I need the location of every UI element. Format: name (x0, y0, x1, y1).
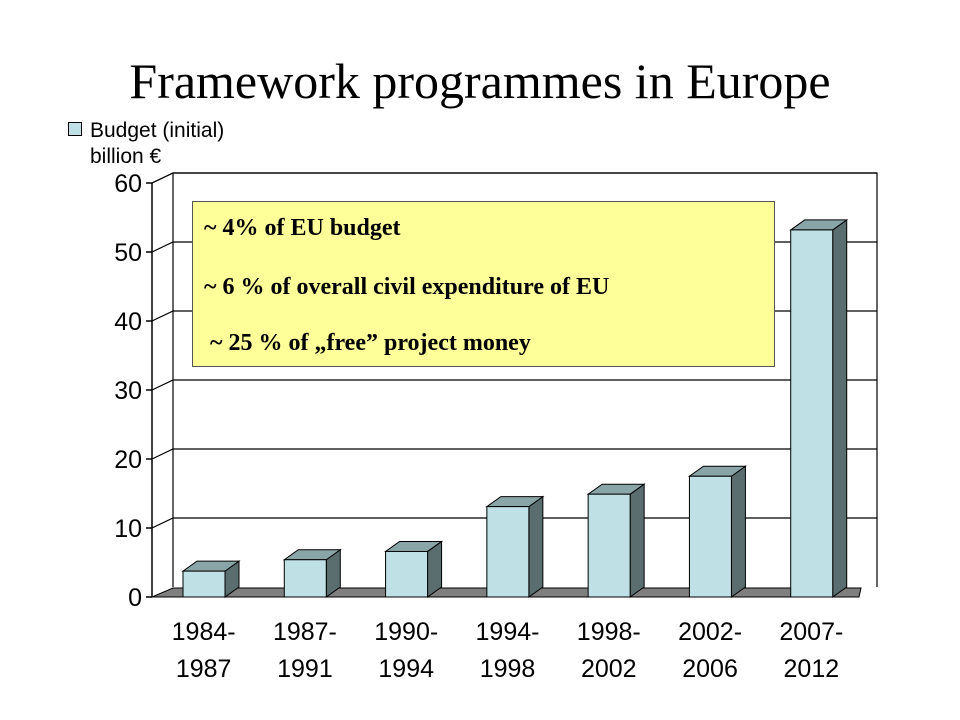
bar-side (832, 218, 848, 598)
y-tick-label: 60 (114, 170, 142, 198)
y-tick-label: 40 (114, 308, 142, 336)
bar-side (730, 465, 746, 598)
bar-side (528, 495, 544, 598)
x-tick-label: 2007- (779, 618, 843, 646)
callout-line-eu-budget: ~ 4% of EU budget (204, 215, 401, 241)
x-tick-label: 1998- (577, 618, 641, 646)
x-tick-label: 2002 (581, 655, 637, 683)
bar-side (629, 483, 645, 598)
bar-2 (384, 540, 444, 598)
y-tick-label: 50 (114, 239, 142, 267)
bar-face (283, 559, 327, 598)
bar-0 (181, 560, 241, 598)
bar-3 (485, 495, 545, 598)
x-tick-label: 1994 (378, 655, 434, 683)
y-tick-label: 30 (114, 377, 142, 405)
bar-face (486, 506, 530, 598)
x-tick-label: 2012 (784, 655, 840, 683)
bar-1 (282, 548, 342, 598)
x-tick-label: 2006 (682, 655, 738, 683)
callout-line-civil-expenditure: ~ 6 % of overall civil expenditure of EU (204, 274, 610, 300)
x-tick-label: 1987 (176, 655, 232, 683)
page-title: Framework programmes in Europe (129, 53, 831, 109)
gridline (151, 172, 877, 184)
x-tick-label: 1998 (480, 655, 536, 683)
y-tick-label: 10 (114, 515, 142, 543)
legend-series-label: Budget (initial) (90, 119, 225, 142)
bar-5 (687, 465, 747, 598)
gridline (151, 448, 877, 460)
bar-face (688, 475, 732, 598)
legend-entry: Budget (initial) (68, 118, 224, 144)
x-tick-label: 2002- (678, 618, 742, 646)
x-tick-label: 1984- (172, 618, 236, 646)
y-tick-label: 0 (128, 584, 142, 612)
y-tick-label: 20 (114, 446, 142, 474)
bar-face (385, 550, 429, 598)
callout-line-project-money: ~ 25 % of „free” project money (204, 330, 531, 356)
bar-face (587, 493, 631, 598)
x-tick-label: 1990- (374, 618, 438, 646)
bar-6 (789, 218, 849, 598)
x-tick-label: 1987- (273, 618, 337, 646)
x-tick-label: 1991 (277, 655, 333, 683)
y-axis-top-edge (151, 172, 174, 184)
legend-unit-label: billion € (90, 145, 162, 168)
legend-swatch (68, 122, 82, 136)
bar-face (182, 570, 226, 598)
gridline (151, 379, 877, 391)
x-tick-label: 1994- (476, 618, 540, 646)
budget-share-callout: ~ 4% of EU budget ~ 6 % of overall civil… (192, 201, 775, 367)
bar-face (790, 229, 834, 598)
chart-legend: Budget (initial) billion € (68, 118, 224, 170)
bar-4 (586, 483, 646, 598)
